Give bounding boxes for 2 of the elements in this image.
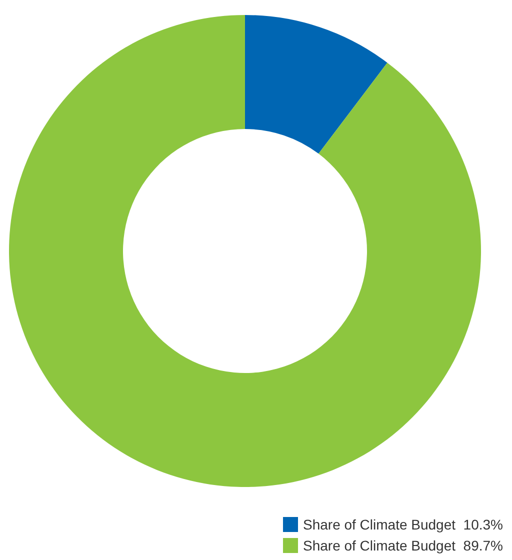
legend-label: Share of Climate Budget 89.7%: [302, 538, 504, 554]
legend-label: Share of Climate Budget 10.3%: [302, 516, 504, 532]
